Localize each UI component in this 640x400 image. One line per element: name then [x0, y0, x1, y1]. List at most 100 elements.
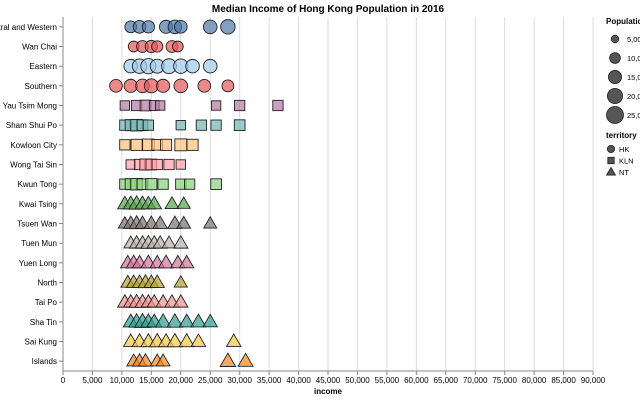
shape-legend-symbol [607, 156, 615, 165]
data-point [197, 79, 212, 93]
x-tick-label: 65,000 [434, 376, 459, 385]
x-tick-label: 70,000 [463, 376, 488, 385]
data-point [157, 254, 175, 269]
x-tick-label: 45,000 [316, 376, 341, 385]
y-tick-label: Sham Shui Po [6, 121, 58, 130]
data-point [178, 254, 195, 269]
data-point [172, 293, 189, 308]
x-tick-label: 0 [61, 376, 66, 385]
shape-legend-symbol [606, 144, 616, 154]
size-legend-symbol [610, 34, 620, 44]
x-tick-label: 40,000 [286, 376, 311, 385]
data-point [210, 100, 222, 111]
data-point [166, 312, 184, 328]
data-point [164, 195, 180, 210]
data-point [202, 215, 218, 229]
x-axis-title: income [314, 387, 343, 396]
data-point [156, 78, 171, 93]
y-tick-label: Islands [32, 357, 57, 366]
data-point [186, 138, 199, 151]
shape-legend-label: HK [619, 145, 629, 154]
x-tick-label: 50,000 [345, 376, 370, 385]
x-tick-label: 10,000 [110, 376, 135, 385]
y-tick-label: Southern [25, 82, 57, 91]
x-axis: 0 5,000 10,000 15,000 20,000 25,000 30,000 35,0… [61, 370, 606, 385]
y-tick-label: Yuen Long [19, 259, 57, 268]
data-point [210, 178, 222, 190]
x-tick-label: 80,000 [522, 376, 547, 385]
y-tick-label: North [37, 279, 57, 288]
series-tai-po [116, 293, 189, 308]
data-point [173, 20, 188, 34]
x-tick-label: 35,000 [257, 376, 282, 385]
series-yuen-long [119, 254, 195, 269]
series-tuen-mun [123, 234, 189, 249]
data-point [172, 234, 189, 249]
y-tick-label: Sai Kung [25, 338, 57, 347]
gridlines [62, 17, 594, 371]
y-tick-label: Central and Western [0, 23, 57, 32]
size-legend-symbol [606, 106, 624, 124]
size-legend-label: 20,000 [627, 92, 640, 101]
x-tick-label: 75,000 [492, 376, 517, 385]
size-legend-label: 15,000 [627, 73, 640, 82]
size-legend-symbol [608, 70, 622, 84]
size-legend-label: 25,000 [627, 111, 640, 120]
data-point [155, 353, 171, 367]
data-point [152, 215, 169, 229]
data-point [178, 332, 195, 348]
series-eastern [123, 58, 218, 75]
series-islands [126, 352, 254, 367]
data-point [233, 119, 246, 131]
shape-legend-title: territory [606, 131, 637, 140]
y-tick-label: Wong Tai Sin [10, 161, 57, 170]
x-tick-label: 5,000 [82, 376, 103, 385]
data-point [173, 274, 189, 288]
data-point [185, 58, 200, 74]
data-point [184, 178, 196, 190]
y-tick-label: Sha Tin [30, 318, 57, 327]
y-tick-label: Eastern [29, 62, 57, 71]
series-sham-shui-po [119, 118, 246, 132]
data-point [220, 19, 236, 35]
data-point [151, 40, 164, 53]
data-point [175, 159, 186, 170]
data-point [119, 100, 130, 111]
data-point [234, 99, 246, 112]
data-point [272, 99, 284, 112]
data-point [221, 79, 235, 93]
data-point [141, 20, 155, 34]
data-point [154, 312, 172, 328]
data-point [119, 139, 131, 151]
data-point [163, 158, 175, 171]
data-point [161, 235, 177, 249]
series-sha-tin [122, 312, 219, 328]
data-point [109, 79, 123, 93]
data-point [178, 313, 195, 328]
size-legend-title: Population [606, 17, 640, 26]
size-legend-symbol [606, 87, 624, 105]
data-point [237, 352, 254, 367]
data-point [175, 120, 186, 131]
data-marks [109, 19, 284, 367]
shape-legend-label: NT [619, 168, 629, 177]
series-central-and-western [124, 19, 236, 35]
data-point [210, 119, 222, 131]
y-tick-label: Tuen Mun [21, 239, 57, 248]
data-point [202, 19, 218, 35]
data-point [225, 333, 242, 347]
shape-legend-label: KLN [619, 157, 634, 166]
data-point [195, 119, 207, 131]
y-tick-label: Tsuen Wan [17, 220, 57, 229]
data-point [176, 215, 192, 229]
chart-title: Median Income of Hong Kong Population in… [212, 4, 445, 15]
x-tick-label: 15,000 [139, 376, 164, 385]
size-legend-label: 5,000 [627, 35, 640, 44]
series-kwun-tong [119, 177, 222, 191]
series-wan-chai [127, 39, 184, 54]
data-point [174, 138, 188, 152]
y-tick-label: Yau Tsim Mong [3, 102, 57, 111]
series-southern [109, 78, 235, 94]
data-point [155, 100, 166, 111]
data-point [176, 196, 192, 209]
